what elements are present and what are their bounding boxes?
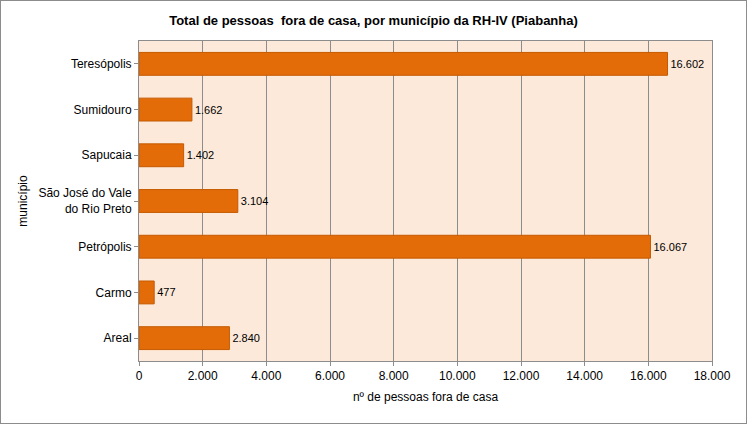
svg-text:3.104: 3.104: [241, 195, 269, 207]
svg-text:6.000: 6.000: [315, 369, 345, 383]
svg-text:Petrópolis: Petrópolis: [78, 240, 131, 254]
svg-text:Total de pessoas fora de casa: Total de pessoas fora de casa, por munic…: [169, 13, 578, 28]
svg-text:16.000: 16.000: [630, 369, 667, 383]
svg-text:0: 0: [136, 369, 143, 383]
svg-text:16.602: 16.602: [671, 58, 705, 70]
svg-text:14.000: 14.000: [566, 369, 603, 383]
svg-text:Sapucaia: Sapucaia: [82, 148, 132, 162]
svg-text:São José do Valedo Rio Preto: São José do Valedo Rio Preto: [38, 186, 132, 216]
svg-text:Sumidouro: Sumidouro: [74, 103, 132, 117]
svg-text:município: município: [16, 175, 30, 227]
svg-text:1.402: 1.402: [187, 149, 215, 161]
svg-text:1.662: 1.662: [195, 104, 223, 116]
svg-text:8.000: 8.000: [379, 369, 409, 383]
svg-text:2.840: 2.840: [232, 332, 260, 344]
svg-text:nº de pessoas fora de casa: nº de pessoas fora de casa: [353, 390, 498, 404]
svg-text:2.000: 2.000: [188, 369, 218, 383]
svg-text:10.000: 10.000: [439, 369, 476, 383]
svg-text:Teresópolis: Teresópolis: [71, 57, 132, 71]
svg-text:16.067: 16.067: [653, 241, 687, 253]
svg-text:4.000: 4.000: [251, 369, 281, 383]
svg-text:Areal: Areal: [104, 331, 132, 345]
svg-text:18.000: 18.000: [694, 369, 731, 383]
svg-text:12.000: 12.000: [503, 369, 540, 383]
svg-text:477: 477: [157, 286, 175, 298]
svg-text:Carmo: Carmo: [96, 286, 132, 300]
